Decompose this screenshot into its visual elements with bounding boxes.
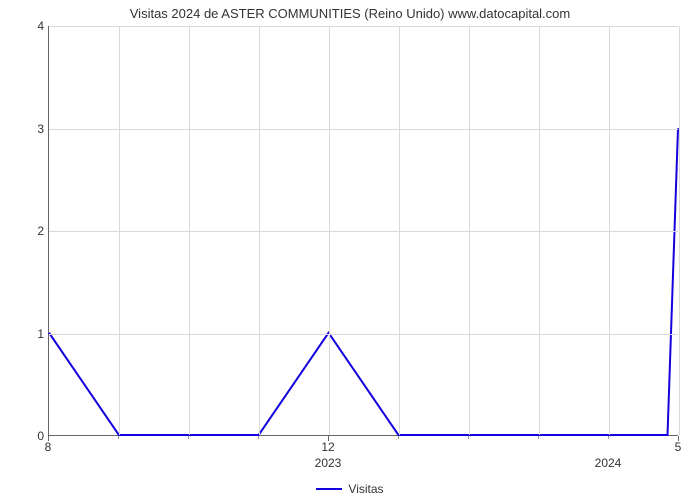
grid-line-vertical — [399, 26, 400, 435]
grid-line-horizontal — [49, 26, 678, 27]
x-minor-tick — [538, 436, 539, 439]
legend-swatch — [316, 488, 342, 490]
grid-line-vertical — [259, 26, 260, 435]
grid-line-horizontal — [49, 334, 678, 335]
grid-line-vertical — [469, 26, 470, 435]
chart-container: Visitas 2024 de ASTER COMMUNITIES (Reino… — [0, 0, 700, 500]
legend: Visitas — [0, 481, 700, 496]
x-minor-tick — [398, 436, 399, 439]
x-year-label: 2024 — [595, 456, 622, 470]
grid-line-vertical — [539, 26, 540, 435]
x-minor-tick — [468, 436, 469, 439]
x-tick-label: 8 — [45, 440, 52, 454]
grid-line-vertical — [329, 26, 330, 435]
x-tick-label: 12 — [321, 440, 334, 454]
y-tick-label: 4 — [4, 19, 44, 33]
legend-label: Visitas — [348, 482, 383, 496]
x-minor-tick — [258, 436, 259, 439]
y-tick-label: 2 — [4, 224, 44, 238]
grid-line-horizontal — [49, 129, 678, 130]
grid-line-vertical — [119, 26, 120, 435]
grid-line-vertical — [679, 26, 680, 435]
x-minor-tick — [118, 436, 119, 439]
x-tick-label: 5 — [675, 440, 682, 454]
y-tick-label: 0 — [4, 429, 44, 443]
x-minor-tick — [608, 436, 609, 439]
y-tick-label: 3 — [4, 122, 44, 136]
plot-area — [48, 26, 678, 436]
grid-line-vertical — [189, 26, 190, 435]
grid-line-horizontal — [49, 231, 678, 232]
x-year-label: 2023 — [315, 456, 342, 470]
y-tick-label: 1 — [4, 327, 44, 341]
x-minor-tick — [188, 436, 189, 439]
chart-title: Visitas 2024 de ASTER COMMUNITIES (Reino… — [0, 6, 700, 21]
grid-line-vertical — [609, 26, 610, 435]
